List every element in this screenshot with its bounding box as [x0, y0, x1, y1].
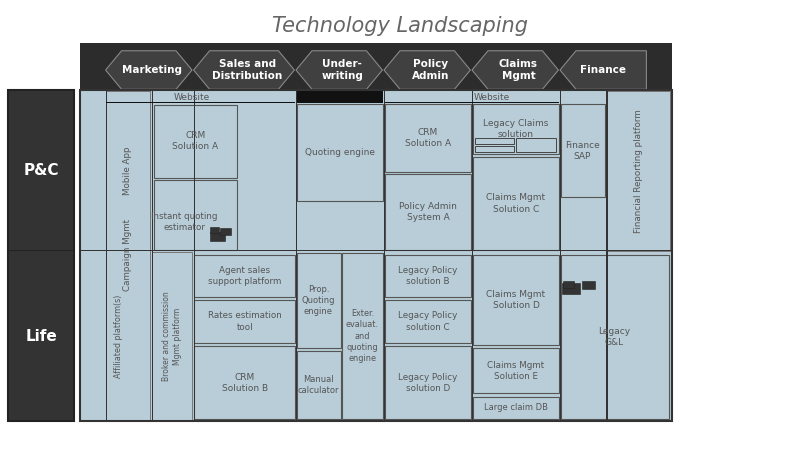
Bar — [473, 157, 559, 250]
Text: Claims
Mgmt: Claims Mgmt — [499, 59, 538, 81]
Bar — [297, 351, 341, 419]
Bar — [342, 253, 383, 419]
Bar — [194, 255, 295, 297]
Text: Finance: Finance — [580, 65, 626, 75]
Text: Policy Admin
System A: Policy Admin System A — [399, 202, 457, 222]
Bar — [152, 90, 154, 421]
Bar — [106, 91, 150, 420]
Bar — [106, 91, 150, 251]
Bar — [152, 252, 192, 420]
Bar — [210, 227, 219, 233]
Bar — [8, 250, 74, 251]
Text: CRM
Solution A: CRM Solution A — [405, 128, 451, 148]
Bar — [385, 346, 471, 419]
Text: Legacy Claims
solution: Legacy Claims solution — [483, 119, 549, 139]
Bar — [473, 348, 559, 393]
Bar — [220, 228, 231, 235]
Bar — [672, 90, 674, 421]
Bar — [154, 105, 237, 178]
Bar — [80, 90, 672, 421]
Bar — [384, 90, 386, 421]
Text: Quoting engine: Quoting engine — [305, 148, 375, 157]
Polygon shape — [560, 51, 646, 89]
Text: Manual
calculator: Manual calculator — [298, 376, 339, 395]
Text: Under-
writing: Under- writing — [322, 59, 363, 81]
Text: Affiliated platform(s): Affiliated platform(s) — [114, 294, 123, 378]
Bar — [8, 90, 74, 421]
Bar — [80, 90, 672, 421]
Text: Marketing: Marketing — [122, 65, 182, 75]
Bar — [472, 90, 474, 421]
Text: Life: Life — [26, 329, 57, 344]
Text: CRM
Solution B: CRM Solution B — [222, 373, 268, 393]
Bar — [473, 104, 559, 154]
Bar — [385, 300, 471, 343]
Bar — [297, 90, 383, 103]
Bar — [561, 104, 605, 197]
Text: Financial Reporting platform: Financial Reporting platform — [634, 109, 643, 233]
Bar — [385, 174, 471, 250]
Bar — [582, 281, 595, 289]
Text: Claims Mgmt
Solution D: Claims Mgmt Solution D — [486, 290, 546, 310]
Bar — [106, 90, 107, 421]
Bar — [80, 250, 672, 251]
Polygon shape — [472, 51, 558, 89]
Text: Claims Mgmt
Solution C: Claims Mgmt Solution C — [486, 194, 546, 213]
Bar — [475, 138, 514, 144]
Bar — [606, 91, 670, 251]
Text: Large claim DB: Large claim DB — [484, 403, 548, 413]
Bar — [563, 281, 574, 288]
Text: Legacy
G&L: Legacy G&L — [598, 327, 630, 347]
Text: Policy
Admin: Policy Admin — [412, 59, 449, 81]
Bar — [194, 300, 295, 343]
Text: Sales and
Distribution: Sales and Distribution — [212, 59, 282, 81]
Text: Finance
SAP: Finance SAP — [565, 141, 600, 161]
Bar — [475, 146, 514, 152]
Bar — [296, 90, 298, 421]
Text: Legacy Policy
solution C: Legacy Policy solution C — [398, 312, 458, 331]
Bar — [385, 104, 471, 172]
Polygon shape — [106, 51, 192, 89]
Text: Technology Landscaping: Technology Landscaping — [272, 16, 528, 37]
Bar — [606, 90, 608, 421]
Bar — [106, 102, 295, 103]
Bar — [473, 397, 559, 419]
Bar — [562, 283, 580, 294]
Bar — [516, 138, 556, 152]
Text: CRM
Solution A: CRM Solution A — [172, 131, 218, 151]
Text: Mobile App: Mobile App — [123, 147, 133, 195]
Bar — [473, 255, 559, 345]
Text: Campaign Mgmt: Campaign Mgmt — [123, 219, 133, 291]
Bar — [297, 253, 341, 348]
Text: Rates estimation
tool: Rates estimation tool — [208, 312, 282, 331]
Text: Claims Mgmt
Solution E: Claims Mgmt Solution E — [487, 361, 545, 381]
Text: Prop.
Quoting
engine: Prop. Quoting engine — [302, 285, 335, 316]
Bar — [210, 232, 225, 241]
Text: Website: Website — [174, 93, 210, 102]
Bar — [297, 104, 383, 201]
Polygon shape — [194, 51, 294, 89]
Text: Exter.
evaluat.
and
quoting
engine: Exter. evaluat. and quoting engine — [346, 309, 379, 363]
Bar — [561, 255, 669, 419]
Bar — [385, 255, 471, 297]
Bar — [194, 90, 195, 421]
Text: Legacy Policy
solution D: Legacy Policy solution D — [398, 373, 458, 393]
Text: Broker and commission
Mgmt platform: Broker and commission Mgmt platform — [162, 291, 182, 381]
Bar — [194, 346, 295, 419]
Bar — [560, 90, 562, 421]
Text: Website: Website — [474, 93, 510, 102]
Text: P&C: P&C — [23, 164, 59, 178]
Bar — [385, 102, 559, 103]
Polygon shape — [384, 51, 470, 89]
Bar — [80, 43, 672, 90]
Bar — [154, 180, 237, 250]
Text: Agent sales
support platform: Agent sales support platform — [208, 266, 282, 286]
Text: Instant quoting
estimator: Instant quoting estimator — [150, 212, 218, 232]
Text: Legacy Policy
solution B: Legacy Policy solution B — [398, 266, 458, 286]
Polygon shape — [296, 51, 382, 89]
